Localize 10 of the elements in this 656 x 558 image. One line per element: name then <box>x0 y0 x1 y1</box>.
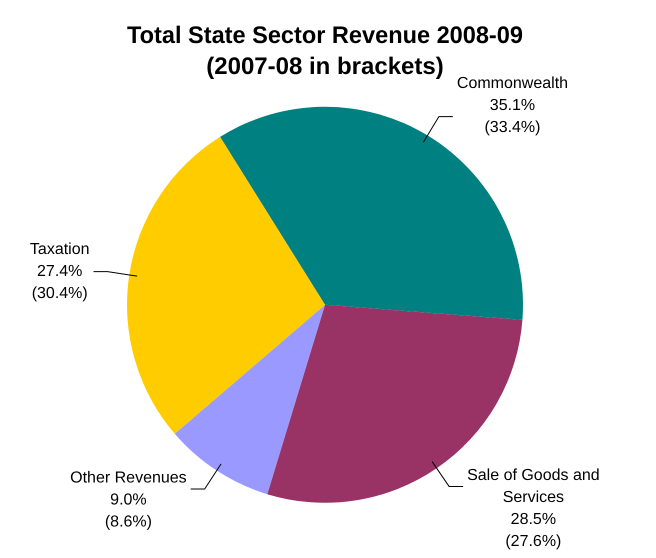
chart-subtitle: (2007-08 in brackets) <box>206 52 444 80</box>
slice-label: Taxation <box>30 241 90 258</box>
chart-title: Total State Sector Revenue 2008-09 <box>127 22 523 50</box>
slice-label: Commonwealth <box>456 74 568 92</box>
data-label: 27.4% (30.4%) <box>32 263 88 302</box>
slice-label: Other Revenues <box>70 469 187 486</box>
slice-label: Sale of Goods and Services <box>467 466 600 506</box>
data-label: 35.1% (33.4%) <box>484 96 540 136</box>
data-label: 9.0% (8.6%) <box>104 491 152 530</box>
data-label: 28.5% (27.6%) <box>505 510 562 550</box>
